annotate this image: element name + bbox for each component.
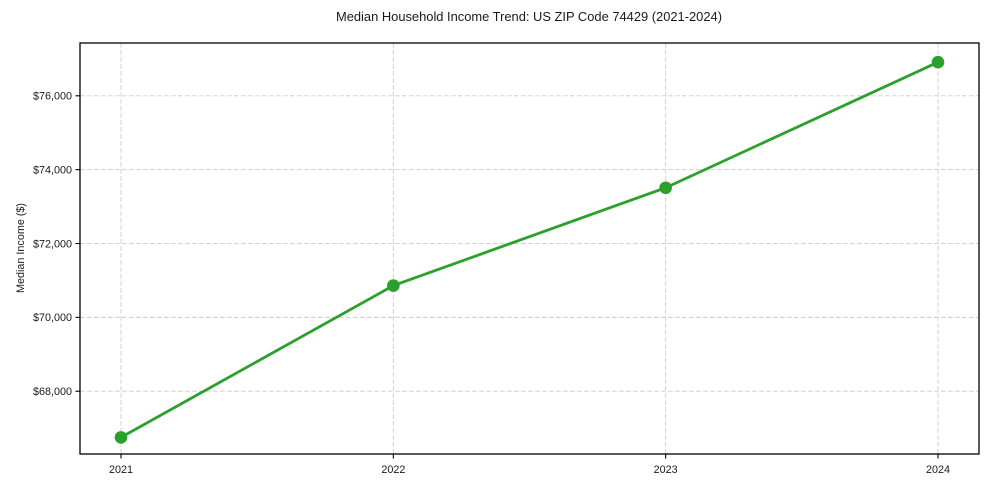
- x-tick-label: 2023: [654, 464, 678, 476]
- y-tick-label: $74,000: [33, 164, 72, 176]
- y-axis-label: Median Income ($): [15, 203, 27, 293]
- data-point-2022: [387, 279, 400, 292]
- chart-title: Median Household Income Trend: US ZIP Co…: [336, 9, 722, 24]
- x-tick-label: 2022: [381, 464, 405, 476]
- data-point-2024: [931, 55, 945, 69]
- y-tick-label: $76,000: [33, 91, 72, 103]
- plot-border: [79, 42, 980, 455]
- x-tick-label: 2024: [926, 464, 950, 476]
- y-tick-label: $72,000: [33, 238, 72, 250]
- x-tick-label: 2021: [109, 464, 133, 476]
- data-point-2021: [114, 431, 128, 444]
- data-point-2023: [659, 181, 672, 195]
- plot-area: $68,000 $70,000 $72,000 $74,000 $76,000 2021 2…: [33, 42, 980, 476]
- y-tick-label: $68,000: [33, 386, 72, 398]
- income-trend-line: [120, 60, 939, 439]
- y-tick-label: $70,000: [33, 312, 72, 324]
